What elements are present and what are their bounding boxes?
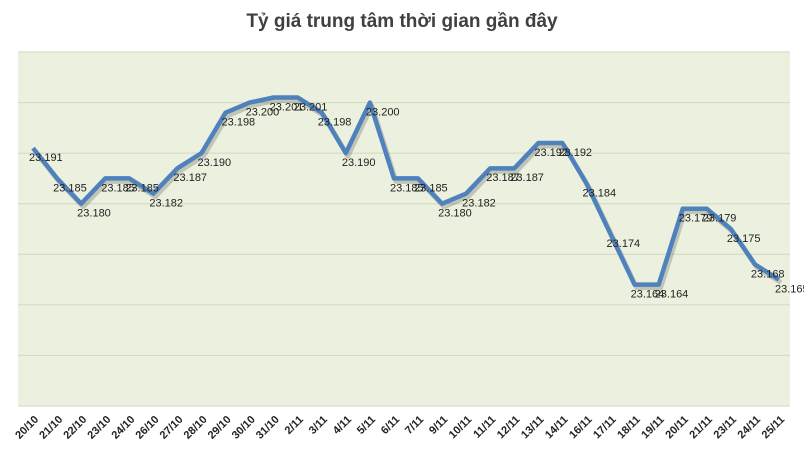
x-tick-label: 29/10 xyxy=(206,414,234,442)
data-label: 23.182 xyxy=(149,198,183,210)
x-tick-label: 23/10 xyxy=(85,414,113,442)
x-tick-label: 17/11 xyxy=(591,414,619,442)
data-label: 23.190 xyxy=(197,157,231,169)
data-label: 23.201 xyxy=(270,101,304,113)
data-label: 23.192 xyxy=(534,147,568,159)
data-label: 23.190 xyxy=(342,157,376,169)
x-tick-label: 18/11 xyxy=(615,414,643,442)
x-tick-label: 3/11 xyxy=(307,414,330,437)
x-tick-label: 31/10 xyxy=(254,414,282,442)
x-tick-label: 21/11 xyxy=(687,414,715,442)
data-label: 23.185 xyxy=(125,182,159,194)
data-label: 23.164 xyxy=(655,289,689,301)
x-tick-label: 14/11 xyxy=(543,414,571,442)
x-tick-label: 24/10 xyxy=(110,414,138,442)
data-label: 23.185 xyxy=(390,182,424,194)
data-label: 23.187 xyxy=(173,172,207,184)
x-tick-label: 23/11 xyxy=(711,414,739,442)
data-label: 23.179 xyxy=(703,213,737,225)
x-tick-label: 30/10 xyxy=(230,414,258,442)
x-tick-label: 2/11 xyxy=(283,414,306,437)
data-label: 23.198 xyxy=(318,117,352,129)
x-tick-label: 19/11 xyxy=(639,414,667,442)
data-label: 23.184 xyxy=(582,187,616,199)
data-label: 23.165 xyxy=(775,283,804,295)
x-tick-label: 5/11 xyxy=(355,414,378,437)
line-shadow xyxy=(33,98,783,291)
data-label: 23.200 xyxy=(246,106,280,118)
data-label: 23.201 xyxy=(294,101,328,113)
plot-area xyxy=(18,52,790,406)
data-label: 23.180 xyxy=(438,208,472,220)
chart-title: Tỷ giá trung tâm thời gian gần đây xyxy=(246,11,558,32)
data-label: 23.185 xyxy=(414,182,448,194)
x-tick-label: 13/11 xyxy=(519,414,547,442)
x-tick-label: 16/11 xyxy=(567,414,595,442)
data-label: 23.191 xyxy=(29,152,63,164)
x-tick-label: 7/11 xyxy=(403,414,426,437)
data-label: 23.179 xyxy=(679,213,713,225)
data-label: 23.164 xyxy=(631,289,665,301)
data-label: 23.198 xyxy=(222,117,256,129)
data-label: 23.192 xyxy=(558,147,592,159)
x-tick-label: 28/10 xyxy=(182,414,210,442)
x-tick-label: 6/11 xyxy=(379,414,402,437)
data-label: 23.185 xyxy=(101,182,135,194)
data-label: 23.185 xyxy=(53,182,87,194)
x-tick-label: 26/10 xyxy=(134,414,162,442)
data-label: 23.182 xyxy=(462,198,496,210)
x-tick-label: 21/10 xyxy=(37,414,65,442)
x-tick-label: 10/11 xyxy=(447,414,475,442)
x-tick-label: 12/11 xyxy=(495,414,523,442)
x-tick-label: 4/11 xyxy=(331,414,354,437)
x-tick-label: 22/10 xyxy=(61,414,89,442)
x-tick-label: 24/11 xyxy=(736,414,764,442)
data-label: 23.174 xyxy=(607,238,641,250)
data-label: 23.168 xyxy=(751,268,785,280)
data-label: 23.175 xyxy=(727,233,761,245)
data-label: 23.187 xyxy=(510,172,544,184)
x-tick-label: 27/10 xyxy=(158,414,186,442)
data-label: 23.187 xyxy=(486,172,520,184)
x-tick-label: 11/11 xyxy=(471,414,498,441)
x-tick-label: 20/10 xyxy=(13,414,41,442)
data-label: 23.180 xyxy=(77,208,111,220)
data-label: 23.200 xyxy=(366,106,400,118)
line xyxy=(31,95,781,287)
x-tick-label: 20/11 xyxy=(663,414,691,442)
x-tick-label: 25/11 xyxy=(760,414,788,442)
